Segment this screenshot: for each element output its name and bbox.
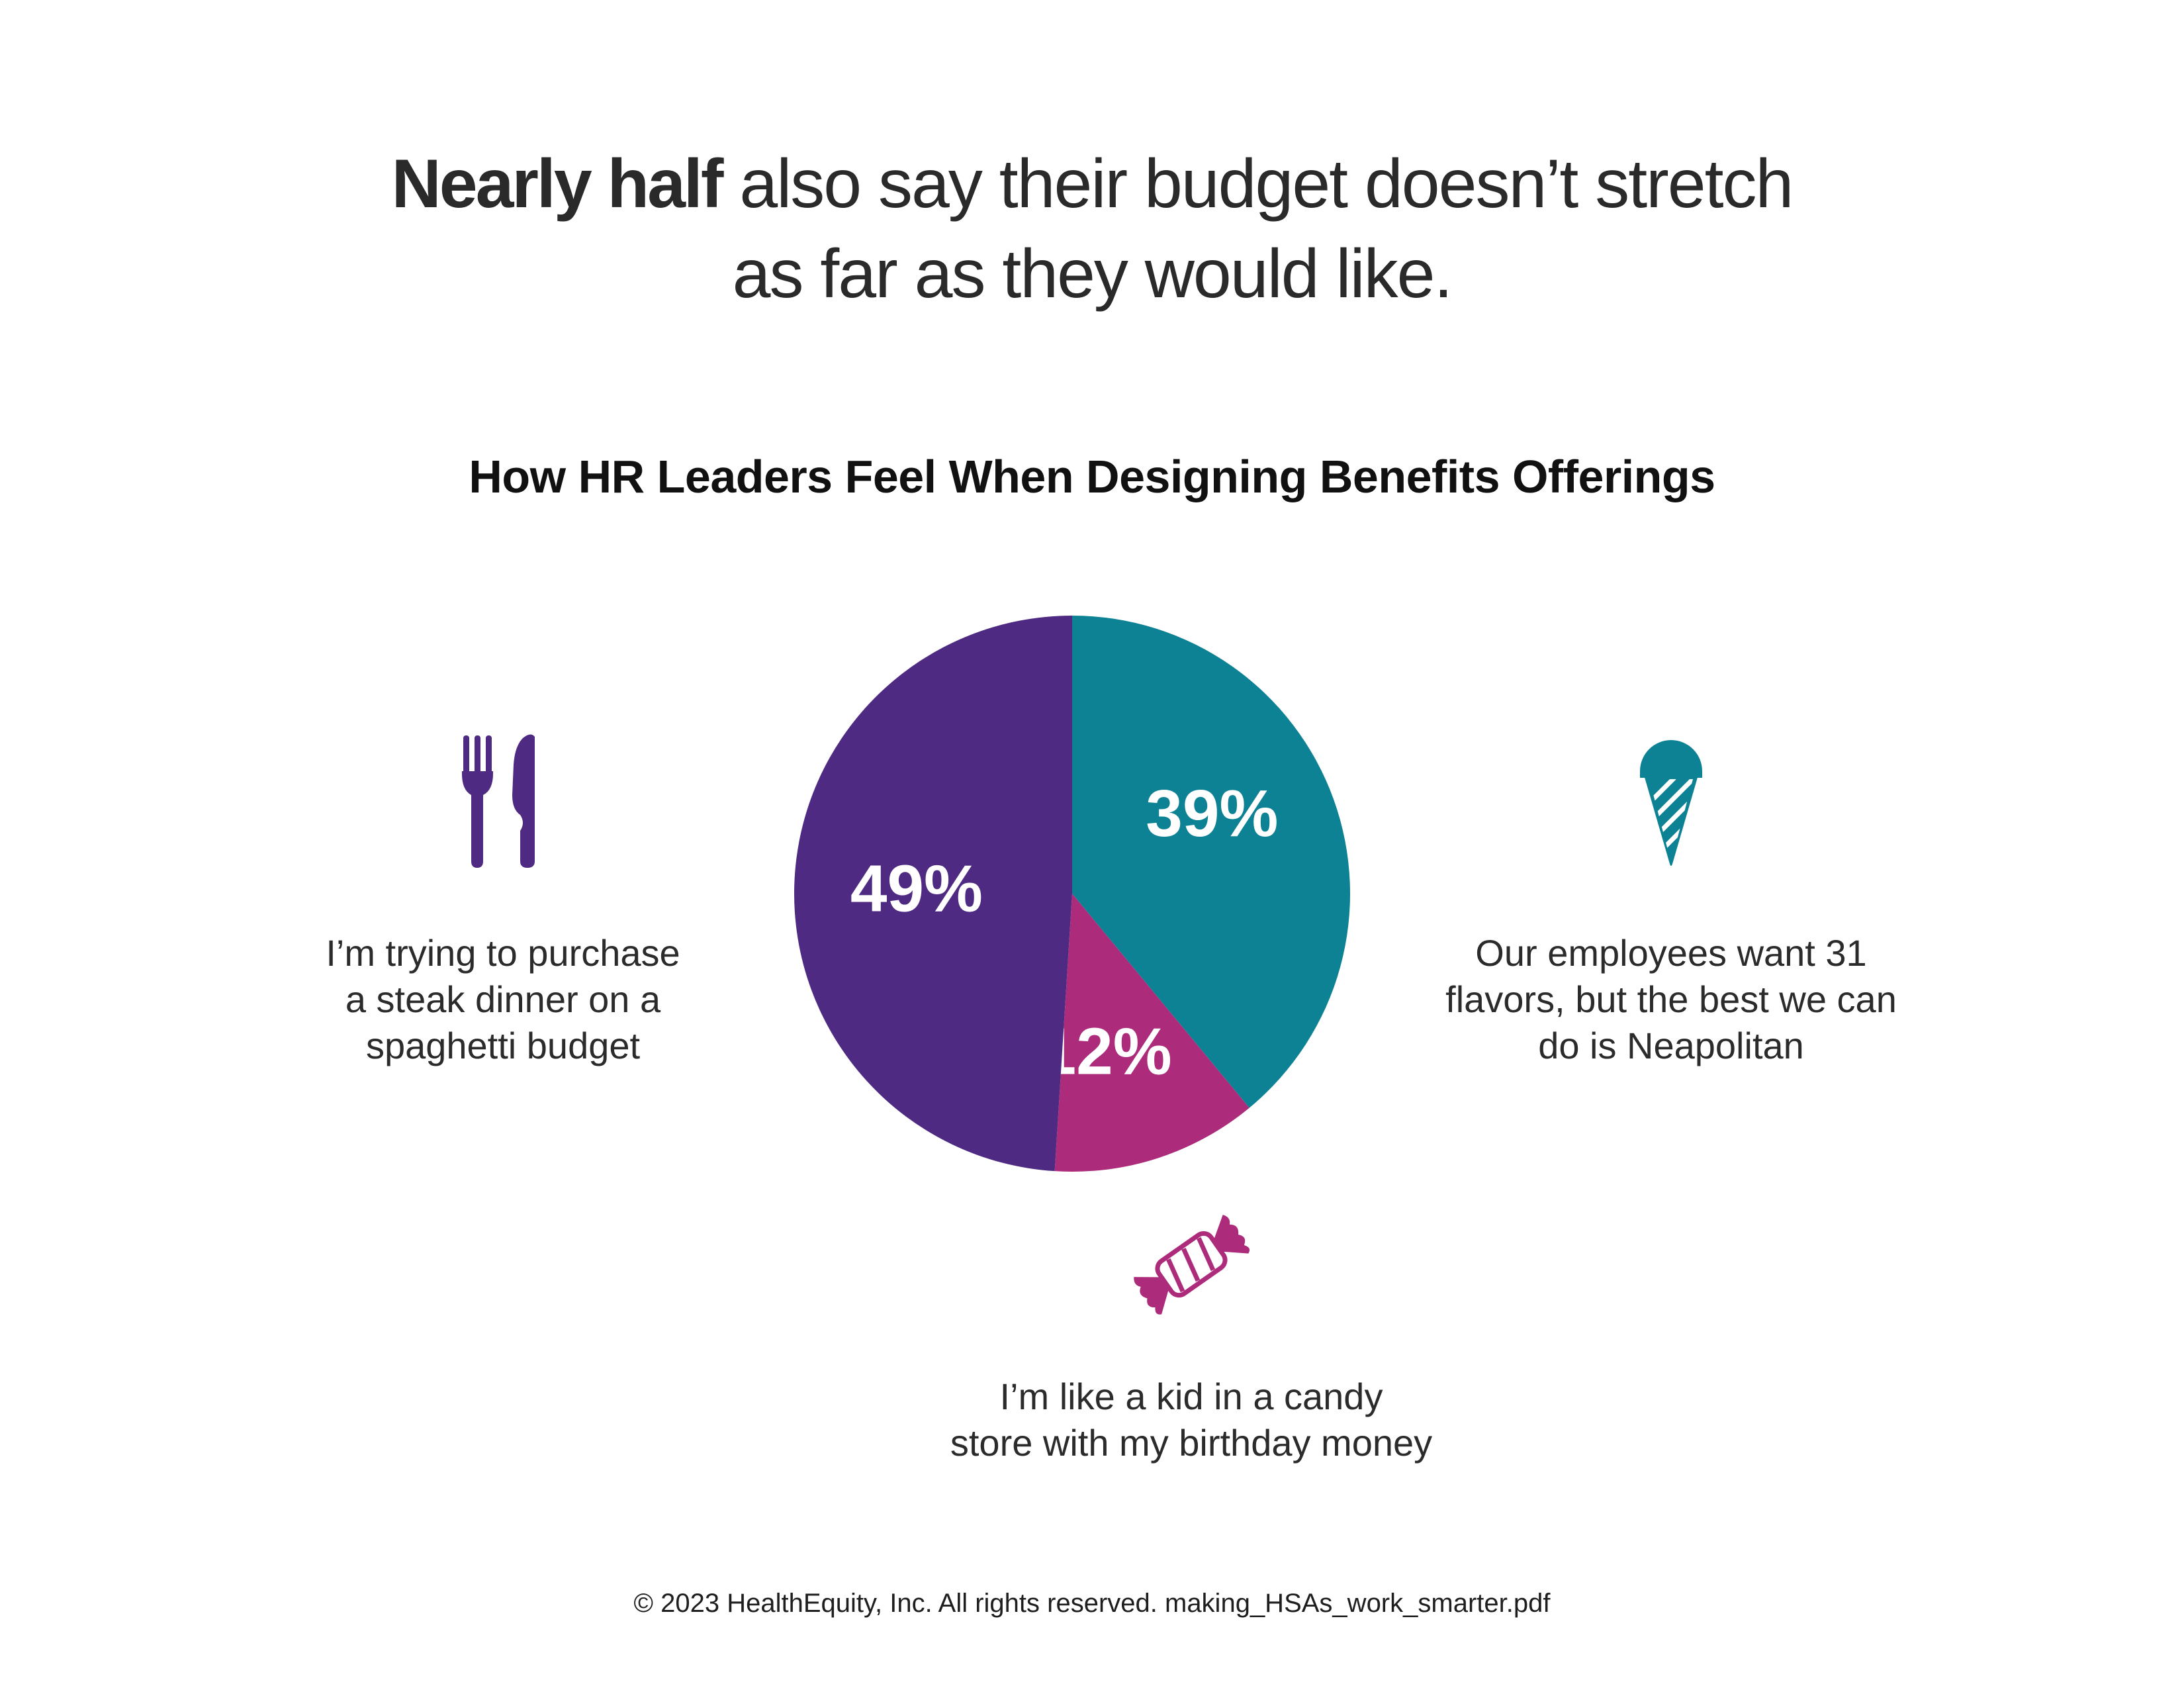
ice-cream-cone-icon [1640,740,1702,866]
headline-line-2: as far as they would like. [732,236,1453,312]
pie-slice-steak-dinner [794,616,1072,1172]
label-steak-dinner: I’m trying to purchase a steak dinner on… [238,930,768,1069]
pie-slice-candy-store [1054,894,1250,1172]
headline-bold: Nearly half [391,146,724,222]
candy-icon [1134,1215,1250,1315]
label-line: store with my birthday money [950,1422,1433,1464]
pie-slice-31-flavors [1072,616,1350,1108]
pie-value-label: 39% [1146,776,1278,851]
label-line: do is Neapolitan [1538,1025,1804,1066]
headline-line-1: Nearly half also say their budget doesn’… [0,139,2184,229]
label-line: Our employees want 31 [1475,932,1867,974]
label-line: flavors, but the best we can [1445,978,1897,1020]
label-31-flavors: Our employees want 31 flavors, but the b… [1373,930,1969,1069]
headline-rest: also say their budget doesn’t stretch [721,146,1794,222]
label-line: I’m trying to purchase [326,932,680,974]
label-candy-store: I’m like a kid in a candy store with my … [893,1374,1489,1466]
chart-title: How HR Leaders Feel When Designing Benef… [469,451,1715,502]
fork-knife-icon [461,734,535,868]
label-line: a steak dinner on a [345,978,661,1020]
pie-value-label: 49% [850,852,983,926]
headline: Nearly half also say their budget doesn’… [0,139,2184,319]
label-line: I’m like a kid in a candy [999,1376,1383,1417]
label-line: spaghetti budget [365,1025,641,1066]
copyright-footer: © 2023 HealthEquity, Inc. All rights res… [633,1589,1551,1618]
